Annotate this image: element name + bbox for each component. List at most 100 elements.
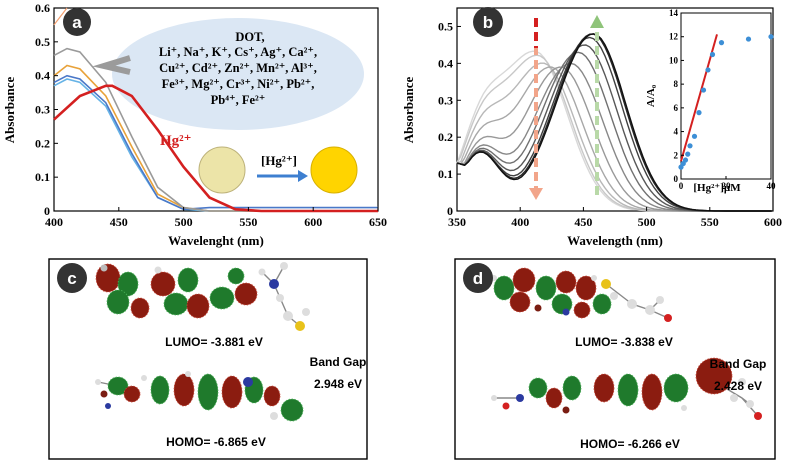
inset-y-tick-label: 14 [669,8,679,18]
x-tick-label: 450 [574,215,592,229]
bubble-arrow [92,55,131,75]
inset-y-tick-label: 8 [674,79,679,89]
orbital-lobe [177,267,199,293]
atom [516,394,524,402]
panel-b-letter: b [483,13,493,32]
x-tick-label: 500 [175,215,193,229]
panel-c-homo-molecule [95,371,304,422]
atom [295,321,305,331]
atom [154,266,162,274]
orbital-lobe [535,275,557,301]
inset-point [745,36,752,42]
orbital-lobe [150,271,176,297]
orbital-lobe [528,377,548,399]
orbital-lobe [106,289,130,315]
vial-arrow-label: [Hg²⁺] [261,153,297,168]
panel-c-frame [48,258,368,460]
y-tick-label: 0.3 [35,103,50,117]
atom [105,403,111,409]
inset-point [685,151,691,157]
atom [302,308,310,316]
inset-point [705,67,711,73]
y-tick-label: 0.5 [35,35,50,49]
panel-c-lumo-energy: LUMO= -3.881 eV [165,335,263,349]
orbital-lobe [263,385,281,407]
atom [100,390,108,398]
orbital-lobe [117,271,139,297]
y-tick-label: 0.4 [35,69,50,83]
inset-y-tick-label: 0 [674,174,679,184]
vial-after [310,146,358,194]
bond [605,283,633,305]
inset-y-tick-label: 10 [669,55,679,65]
panel-b-ylabel: Absorbance [401,77,416,144]
atom [627,299,637,309]
orbital-lobe [209,286,235,310]
orbital-lobe [493,275,515,301]
atom [656,296,664,304]
atom [283,311,293,321]
orbital-lobe [130,297,150,319]
orbital-lobe [280,398,304,422]
inset-point [768,34,774,40]
atom [591,275,597,281]
atom [534,304,542,312]
bubble-line-1: Li⁺, Na⁺, K⁺, Cs⁺, Ag⁺, Ca²⁺, [159,45,317,59]
atom [610,292,618,300]
y-tick-label: 0.2 [438,130,453,144]
inset-point [718,40,725,46]
series-line [53,84,378,213]
y-tick-label: 0.1 [438,167,453,181]
panel-c-letter: c [67,269,76,288]
inset-point [696,110,702,116]
panel-a-curves [53,7,378,213]
y-tick-label: 0.2 [35,136,50,150]
atom [95,379,101,385]
orbital-lobe [695,357,733,395]
x-tick-label: 400 [45,215,63,229]
inset-y-tick-label: 4 [674,127,679,137]
vial-arrowhead [298,170,308,182]
series-line [53,47,378,212]
inset-x-tick-label: 0 [679,181,684,191]
atom [502,402,510,410]
inset-point [682,157,689,163]
panel-c-homo-energy: HOMO= -6.865 eV [166,435,266,449]
orbital-lobe [173,373,195,407]
atom [491,395,497,401]
panel-d-orbitals: d LUMO= -3.838 eV Band Gap 2.428 eV HOMO… [454,258,776,460]
atom [601,279,611,289]
ions-bubble [112,18,364,130]
orbital-lobe [107,376,129,396]
x-tick-label: 600 [304,215,322,229]
orbital-lobe [509,291,531,313]
panel-c-orbitals: c LUMO= -3.881 eV Band Gap 2.948 eV HOMO… [48,258,368,460]
panel-c-band-gap-value: 2.948 eV [314,377,362,391]
inset-ylabel: A/A₀ [645,84,657,107]
orbital-lobe [573,301,591,319]
atom [269,279,279,289]
atom [100,264,108,272]
bubble-line-2: Cu²⁺, Cd²⁺, Zn²⁺, Mn²⁺, Al³⁺, [159,61,317,75]
orbital-lobe [123,385,141,403]
panel-b-badge [473,7,503,37]
inset-y-tick-label: 2 [674,150,679,160]
x-tick-label: 500 [638,215,656,229]
inset-point [687,143,693,149]
x-tick-label: 600 [764,215,782,229]
inset-plot: 0 20 40 0 2 4 6 8 10 12 14 [669,8,776,191]
y-tick-label: 0 [447,204,453,218]
x-tick-label: 550 [701,215,719,229]
panel-d-badge [463,263,493,293]
panel-a-ylabel: Absorbance [2,77,17,144]
atom [562,308,570,316]
orbital-lobe [592,293,612,315]
atom [562,406,570,414]
atom [754,412,762,420]
panel-a-chart: 400 450 500 550 600 650 0 0.1 0.2 0.3 0.4 0.5 0.6 DO… [2,1,387,248]
orbital-lobe [593,373,615,403]
atom [664,314,672,322]
panel-a-edge-line [53,7,68,26]
atom [645,305,655,315]
y-tick-label: 0.5 [438,19,453,33]
